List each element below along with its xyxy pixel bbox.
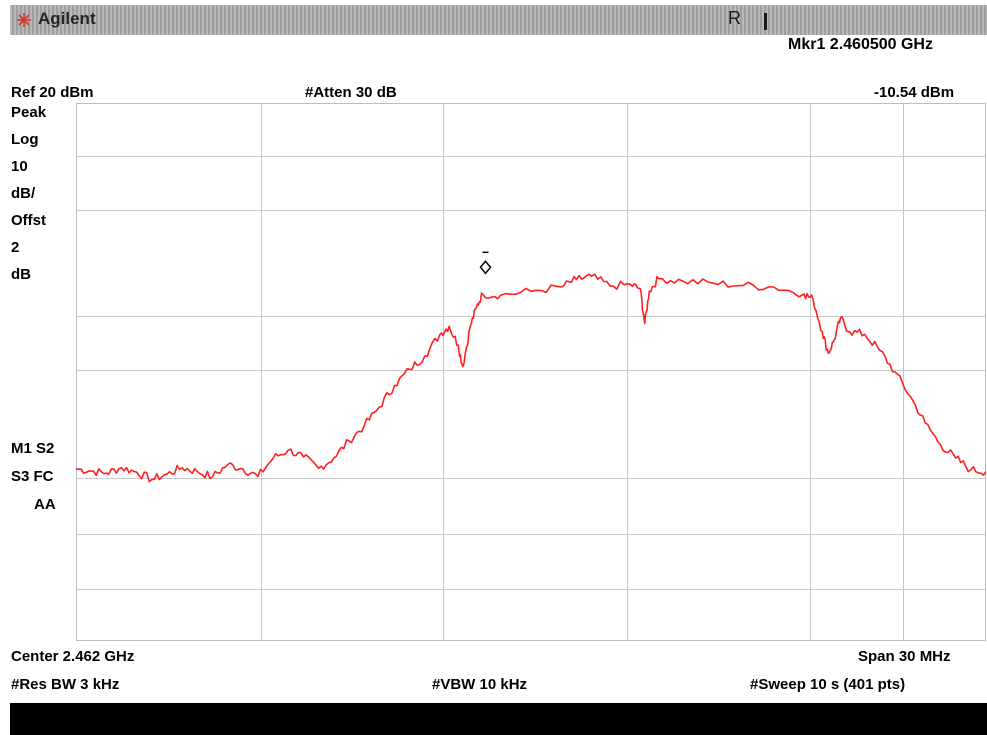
offset-value: 2 [11,239,20,256]
agilent-logo-icon [17,13,31,27]
title-bar: Agilent R [10,5,987,35]
sweep-status: S3 FC [11,468,54,485]
offset-label: Offst [11,212,46,229]
brand-name: Agilent [38,9,96,28]
grid-vline [443,104,444,640]
scale-value: 10 [11,158,28,175]
remote-status: R [728,8,741,28]
grid-vline [903,104,904,640]
offset-unit: dB [11,266,31,283]
grid-vline [810,104,811,640]
marker-amplitude-readout: -10.54 dBm [874,84,955,101]
center-frequency: Center 2.462 GHz [11,648,135,665]
sweep-time: #Sweep 10 s (401 pts) [750,676,906,693]
grid-hline [77,210,985,211]
marker-status: M1 S2 [11,440,55,457]
frequency-span: Span 30 MHz [858,648,951,665]
marker-1 [479,251,492,275]
grid-hline [77,534,985,535]
attenuation: #Atten 30 dB [305,84,397,101]
grid-vline [627,104,628,640]
scale-unit: dB/ [11,185,36,202]
marker-frequency-readout: Mkr1 2.460500 GHz [788,36,933,53]
grid-hline [77,316,985,317]
scale-type-label: Log [11,131,39,148]
grid-hline [77,156,985,157]
video-bandwidth: #VBW 10 kHz [432,676,528,693]
spectrum-trace [75,273,987,483]
marker-diamond-icon [479,260,492,275]
softkey-bar [10,703,987,735]
grid-hline [77,370,985,371]
status-indicator [764,13,767,30]
grid-hline [77,589,985,590]
resolution-bandwidth: #Res BW 3 kHz [11,676,120,693]
graticule [76,103,986,641]
detector-label: Peak [11,104,47,121]
grid-vline [261,104,262,640]
ref-level: Ref 20 dBm [11,84,94,101]
aa-label: AA [34,496,56,513]
grid-hline [77,478,985,479]
